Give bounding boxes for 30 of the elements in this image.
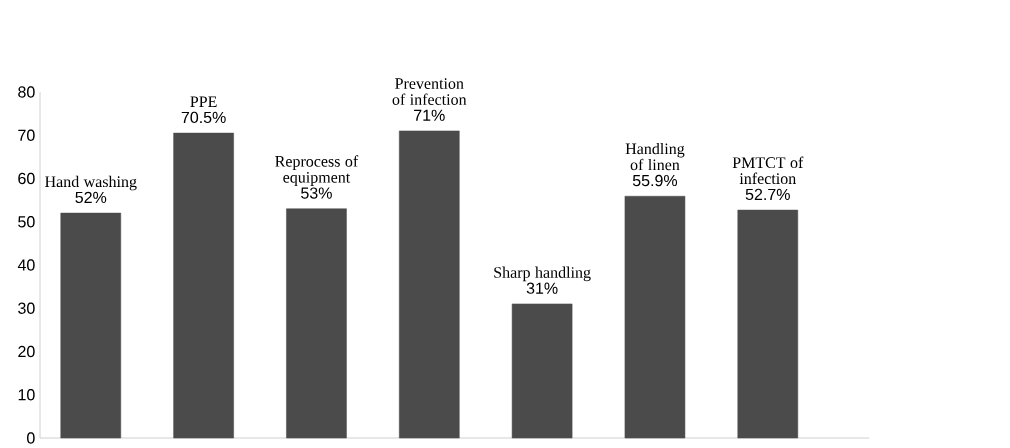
x-tick-label: Sharp handling (494, 266, 591, 282)
x-tick-label: Reprocess of equipment (275, 155, 359, 186)
bar (173, 132, 234, 439)
y-tick-label: 30 (18, 302, 35, 314)
y-tick-label: 80 (18, 86, 35, 98)
y-tick-label: 10 (18, 389, 35, 401)
x-tick-label: Hand washing (45, 175, 137, 191)
x-tick-label: PMTCT of infection (732, 156, 804, 184)
bar (737, 209, 799, 439)
data-label: 31% (526, 282, 558, 294)
x-tick-label: Prevention of infection (392, 78, 467, 105)
bar (60, 212, 122, 439)
data-label: 70.5% (181, 111, 226, 123)
bar (399, 130, 460, 439)
y-tick-label: 70 (18, 129, 35, 141)
data-label: 55.9% (632, 174, 678, 187)
data-label: 71% (414, 109, 445, 121)
y-tick-label: 60 (18, 172, 35, 185)
y-tick-label: 0 (27, 432, 35, 444)
y-tick-label: 50 (18, 216, 35, 228)
x-tick-label: PPE (190, 96, 217, 107)
data-label: 52% (75, 191, 107, 203)
bar (511, 303, 573, 439)
data-label: 53% (301, 187, 332, 199)
y-tick-label: 40 (17, 259, 35, 271)
x-tick-label: Handling of linen (625, 142, 685, 171)
data-label: 52.7% (745, 188, 790, 200)
bar (624, 195, 686, 439)
y-tick-label: 20 (18, 345, 35, 358)
bar (286, 208, 347, 439)
